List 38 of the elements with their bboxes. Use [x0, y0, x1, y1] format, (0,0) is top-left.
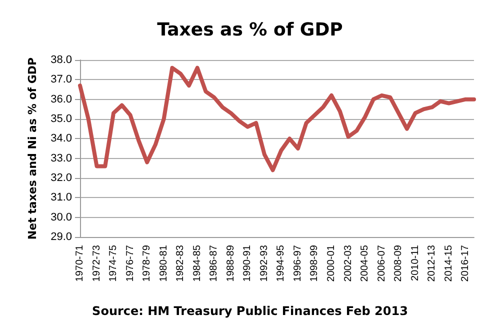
x-tick-label: 2016-17	[460, 244, 472, 282]
x-tick-label: 1976-77	[124, 244, 136, 282]
x-tick-label: 2000-01	[326, 244, 337, 282]
x-tick-label: 1982-83	[175, 244, 186, 282]
x-tick-label: 1986-87	[208, 244, 220, 282]
x-tick-label: 2010-11	[410, 244, 421, 281]
x-tick-label: 2012-13	[426, 244, 438, 282]
x-tick-label: 2006-07	[376, 244, 388, 282]
line-series	[78, 66, 476, 172]
x-tick-label: 2008-09	[393, 244, 404, 282]
y-tick-label: 29.0	[50, 231, 72, 243]
y-tick-label: 30.0	[50, 211, 72, 224]
chart-title: Taxes as % of GDP	[157, 20, 343, 40]
source-note: Source: HM Treasury Public Finances Feb 2013	[92, 304, 408, 318]
x-tick-label: 2014-15	[443, 244, 454, 282]
x-tick-label: 1996-97	[292, 244, 304, 282]
x-tick-label: 1990-91	[242, 244, 254, 282]
x-tick-label: 1978-79	[142, 244, 153, 282]
y-tick-label: 35.0	[50, 113, 72, 125]
y-tick-label: 37.0	[50, 74, 72, 86]
x-tick-label: 2002-03	[342, 244, 354, 282]
y-tick-label: 38.0	[50, 54, 72, 66]
x-tick-label: 1988-89	[225, 244, 236, 282]
x-tick-label: 1998-99	[309, 244, 320, 282]
y-tick-label: 31.0	[50, 192, 72, 204]
x-tick-label: 1972-73	[91, 244, 102, 282]
y-tick-label: 33.0	[50, 152, 72, 164]
x-tick-label: 1992-93	[258, 244, 270, 282]
x-tick-label: 1974-75	[108, 244, 120, 282]
x-tick-label: 1984-85	[192, 244, 203, 282]
y-tick-label: 32.0	[50, 172, 72, 184]
y-tick-label: 34.0	[50, 132, 72, 145]
x-tick-label: 1970-71	[74, 244, 86, 282]
x-tick-label: 2004-05	[360, 244, 371, 282]
x-tick-label: 1980-81	[158, 244, 170, 282]
x-tick-label: 1994-95	[276, 244, 287, 282]
y-tick-label: 36.0	[50, 93, 72, 106]
y-axis-title: Net taxes and Ni as % of GDP	[26, 57, 39, 240]
